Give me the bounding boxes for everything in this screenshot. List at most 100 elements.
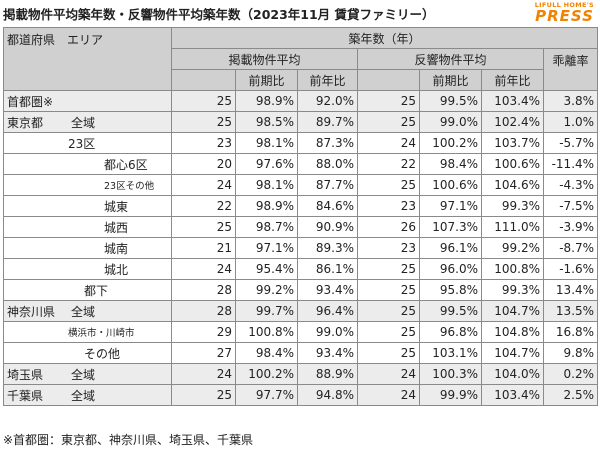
response-yoy-cell: 99.3%: [481, 195, 544, 217]
response-age-cell: 25: [357, 279, 420, 301]
response-mom-header: 前期比: [419, 69, 482, 91]
response-yoy-cell: 104.7%: [481, 342, 544, 364]
listed-yoy-cell: 92.0%: [297, 90, 358, 112]
listed-yoy-cell: 88.9%: [297, 363, 358, 385]
area-label: 横浜市・川崎市: [68, 328, 135, 339]
listed-yoy-cell: 87.3%: [297, 132, 358, 154]
response-mom-cell: 100.3%: [419, 363, 482, 385]
response-yoy-header: 前年比: [481, 69, 544, 91]
response-yoy-cell: 102.4%: [481, 111, 544, 133]
response-yoy-cell: 99.2%: [481, 237, 544, 259]
response-header: 反響物件平均: [357, 48, 544, 70]
response-age-cell: 24: [357, 363, 420, 385]
area-label: その他: [84, 346, 121, 361]
listed-yoy-cell: 90.9%: [297, 216, 358, 238]
response-mom-cell: 100.6%: [419, 174, 482, 196]
footnote: ※首都圏：東京都、神奈川県、埼玉県、千葉県: [3, 433, 254, 447]
table-row: 東京都 全域 25 98.5% 89.7% 25 99.0% 102.4% 1.0%: [3, 111, 599, 133]
listed-age-cell: 25: [171, 384, 236, 406]
response-yoy-cell: 104.0%: [481, 363, 544, 385]
listed-age-cell: 27: [171, 342, 236, 364]
table-row: 都心6区 20 97.6% 88.0% 22 98.4% 100.6% -11.4%: [3, 153, 599, 175]
area-cell: 千葉県 全域: [3, 384, 172, 406]
response-mom-cell: 96.1%: [419, 237, 482, 259]
area-cell: 都下: [3, 279, 172, 301]
table-row: 神奈川県 全域 28 99.7% 96.4% 25 99.5% 104.7% 13.5%: [3, 300, 599, 322]
listed-yoy-cell: 94.8%: [297, 384, 358, 406]
area-cell: その他: [3, 342, 172, 364]
response-value-header: [357, 69, 420, 91]
area-cell: 神奈川県 全域: [3, 300, 172, 322]
response-mom-cell: 99.9%: [419, 384, 482, 406]
table-row: 埼玉県 全域 24 100.2% 88.9% 24 100.3% 104.0% 0.2%: [3, 363, 599, 385]
logo-main-text: PRESS: [535, 7, 594, 25]
prefecture-label: 埼玉県: [7, 367, 44, 382]
response-age-cell: 23: [357, 195, 420, 217]
listed-mom-cell: 97.7%: [235, 384, 298, 406]
listed-age-cell: 25: [171, 90, 236, 112]
response-mom-cell: 99.5%: [419, 90, 482, 112]
divergence-header: 乖離率: [542, 48, 599, 91]
listed-yoy-cell: 87.7%: [297, 174, 358, 196]
logo-top-text: LIFULL HOME'S: [534, 1, 594, 9]
divergence-cell: -4.3%: [542, 174, 599, 196]
response-mom-cell: 95.8%: [419, 279, 482, 301]
listed-mom-cell: 99.7%: [235, 300, 298, 322]
listed-yoy-cell: 84.6%: [297, 195, 358, 217]
listed-mom-cell: 97.6%: [235, 153, 298, 175]
response-yoy-cell: 104.7%: [481, 300, 544, 322]
divergence-cell: -5.7%: [542, 132, 599, 154]
listed-age-cell: 21: [171, 237, 236, 259]
response-age-cell: 24: [357, 132, 420, 154]
table-row: 千葉県 全域 25 97.7% 94.8% 24 99.9% 103.4% 2.5%: [3, 384, 599, 406]
area-label: 全域: [71, 304, 96, 319]
response-mom-cell: 100.2%: [419, 132, 482, 154]
response-age-cell: 25: [357, 342, 420, 364]
listed-mom-cell: 98.7%: [235, 216, 298, 238]
response-age-cell: 25: [357, 174, 420, 196]
age-group-header: 築年数（年）: [170, 27, 599, 49]
response-age-cell: 24: [357, 384, 420, 406]
table-row: 城東 22 98.9% 84.6% 23 97.1% 99.3% -7.5%: [3, 195, 599, 217]
divergence-cell: 16.8%: [542, 321, 599, 343]
table-row: 城北 24 95.4% 86.1% 25 96.0% 100.8% -1.6%: [3, 258, 599, 280]
response-yoy-cell: 103.7%: [481, 132, 544, 154]
listed-yoy-cell: 86.1%: [297, 258, 358, 280]
response-yoy-cell: 100.6%: [481, 153, 544, 175]
area-cell: 横浜市・川崎市: [3, 321, 172, 343]
area-label: 城東: [104, 199, 129, 214]
area-cell: 城南: [3, 237, 172, 259]
divergence-cell: -8.7%: [542, 237, 599, 259]
prefecture-label: 千葉県: [7, 388, 44, 403]
listed-age-cell: 24: [171, 258, 236, 280]
response-yoy-cell: 99.3%: [481, 279, 544, 301]
listed-yoy-header: 前年比: [297, 69, 358, 91]
table-row: 23区その他 24 98.1% 87.7% 25 100.6% 104.6% -4.3%: [3, 174, 599, 196]
page-title: 掲載物件平均築年数・反響物件平均築年数（2023年11月 賃貸ファミリー）: [3, 7, 435, 22]
response-yoy-cell: 111.0%: [481, 216, 544, 238]
divergence-cell: 1.0%: [542, 111, 599, 133]
response-age-cell: 26: [357, 216, 420, 238]
listed-yoy-cell: 93.4%: [297, 342, 358, 364]
response-age-cell: 22: [357, 153, 420, 175]
area-label: 都心6区: [104, 157, 148, 172]
prefecture-label: 首都圏※: [7, 94, 54, 109]
data-table: 都道府県 エリア 築年数（年） 掲載物件平均 反響物件平均 乖離率 前期比 前年…: [3, 27, 599, 406]
listed-age-cell: 22: [171, 195, 236, 217]
divergence-cell: -7.5%: [542, 195, 599, 217]
area-label: 城南: [104, 241, 129, 256]
table-row: 横浜市・川崎市 29 100.8% 99.0% 25 96.8% 104.8% 16.8%: [3, 321, 599, 343]
response-mom-cell: 99.5%: [419, 300, 482, 322]
table-row: 23区 23 98.1% 87.3% 24 100.2% 103.7% -5.7%: [3, 132, 599, 154]
divergence-cell: 13.5%: [542, 300, 599, 322]
listed-age-cell: 25: [171, 111, 236, 133]
listed-age-cell: 20: [171, 153, 236, 175]
prefecture-label: 神奈川県: [7, 304, 56, 319]
area-label: 23区その他: [104, 181, 155, 192]
brand-logo: LIFULL HOME'S PRESS: [535, 1, 594, 24]
area-label: 23区: [68, 136, 96, 151]
response-mom-cell: 99.0%: [419, 111, 482, 133]
divergence-cell: 0.2%: [542, 363, 599, 385]
area-label: 城西: [104, 220, 129, 235]
listed-mom-header: 前期比: [235, 69, 298, 91]
